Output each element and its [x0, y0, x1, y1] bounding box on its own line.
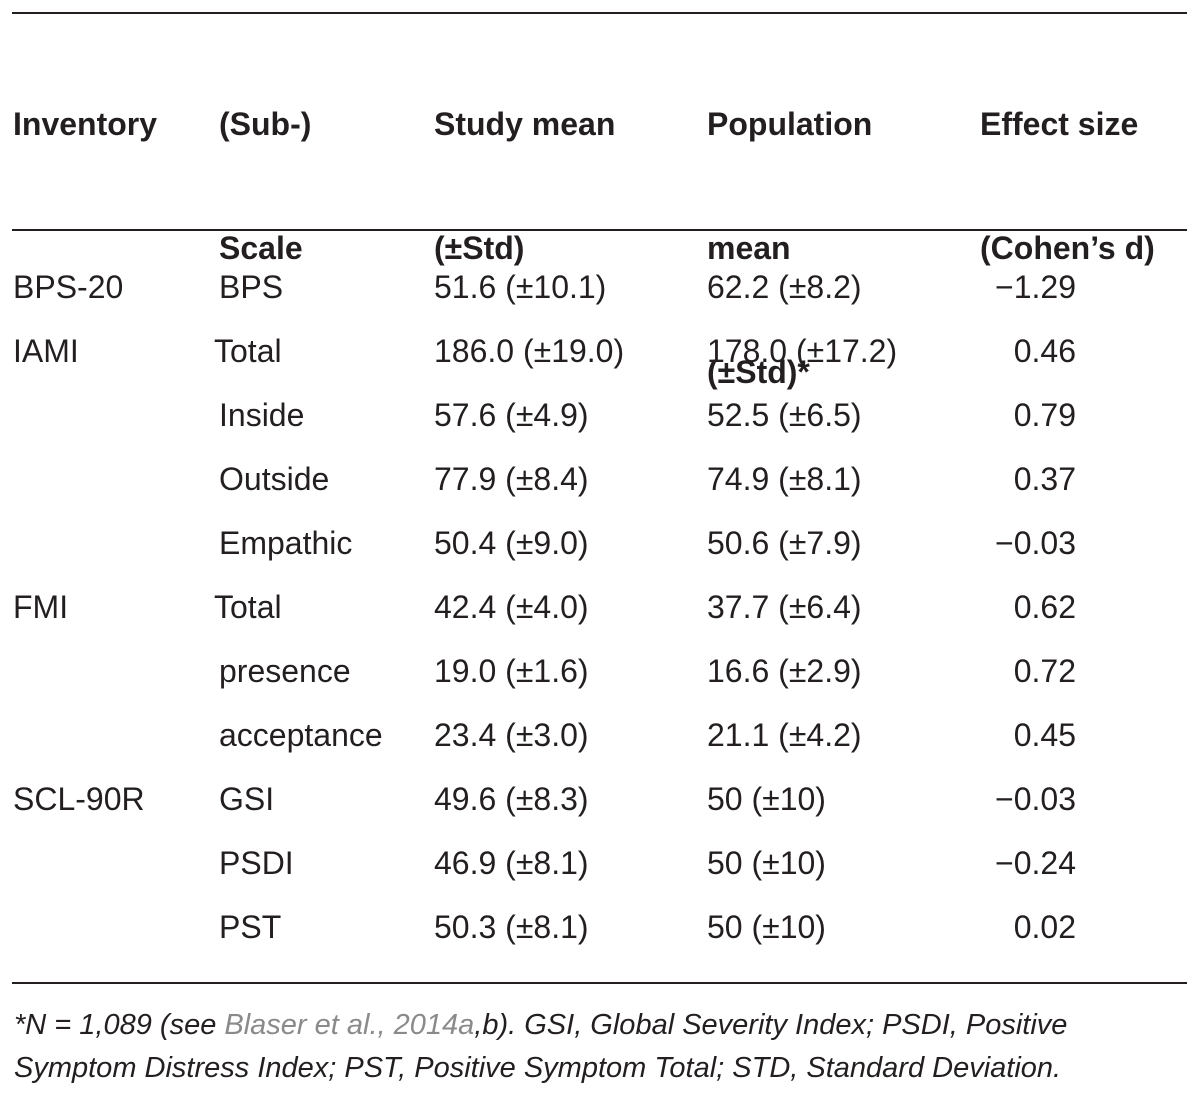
table-header-rule	[12, 229, 1187, 231]
cell-population-mean: 50.6 (±7.9)	[707, 525, 862, 561]
cell-scale: presence	[219, 653, 351, 689]
cell-effect-size: −1.29	[995, 269, 1076, 305]
cell-study-mean: 50.4 (±9.0)	[434, 525, 589, 561]
cell-study-mean: 51.6 (±10.1)	[434, 269, 607, 305]
cell-study-mean: 46.9 (±8.1)	[434, 845, 589, 881]
cell-effect-size: 0.45	[1013, 717, 1076, 753]
cell-population-mean: 178.0 (±17.2)	[707, 333, 898, 369]
cell-study-mean: 49.6 (±8.3)	[434, 781, 589, 817]
cell-population-mean: 74.9 (±8.1)	[707, 461, 862, 497]
cell-study-mean: 19.0 (±1.6)	[434, 653, 589, 689]
header-scale: (Sub-) Scale	[219, 106, 312, 266]
cell-population-mean: 62.2 (±8.2)	[707, 269, 862, 305]
cell-population-mean: 50 (±10)	[707, 909, 826, 945]
cell-effect-size: 0.79	[1013, 397, 1076, 433]
footnote-prefix: *N = 1,089 (see	[14, 1009, 225, 1041]
cell-study-mean: 186.0 (±19.0)	[434, 333, 625, 369]
cell-population-mean: 52.5 (±6.5)	[707, 397, 862, 433]
cell-population-mean: 37.7 (±6.4)	[707, 589, 862, 625]
table-bottom-rule	[12, 982, 1187, 984]
cell-effect-size: −0.03	[995, 525, 1076, 561]
cell-study-mean: 23.4 (±3.0)	[434, 717, 589, 753]
cell-study-mean: 57.6 (±4.9)	[434, 397, 589, 433]
cell-scale: Outside	[219, 461, 330, 497]
cell-scale: PSDI	[219, 845, 294, 881]
cell-population-mean: 50 (±10)	[707, 845, 826, 881]
cell-inventory: IAMI	[13, 333, 79, 369]
cell-study-mean: 50.3 (±8.1)	[434, 909, 589, 945]
cell-effect-size: −0.03	[995, 781, 1076, 817]
cell-scale: Inside	[219, 397, 305, 433]
cell-scale: Total	[214, 589, 282, 625]
cell-effect-size: 0.72	[1013, 653, 1076, 689]
cell-population-mean: 50 (±10)	[707, 781, 826, 817]
cell-inventory: SCL-90R	[13, 781, 145, 817]
header-inventory: Inventory	[13, 106, 158, 142]
footnote-citation-suffix: ,b	[474, 1009, 499, 1041]
cell-inventory: FMI	[13, 589, 69, 625]
cell-study-mean: 42.4 (±4.0)	[434, 589, 589, 625]
table-footnote: *N = 1,089 (see Blaser et al., 2014a,b).…	[14, 1004, 1194, 1090]
cell-scale: Total	[214, 333, 282, 369]
cell-scale: GSI	[219, 781, 275, 817]
cell-population-mean: 16.6 (±2.9)	[707, 653, 862, 689]
cell-study-mean: 77.9 (±8.4)	[434, 461, 589, 497]
cell-scale: Empathic	[219, 525, 353, 561]
header-effect-size: Effect size (Cohen’s d)	[980, 106, 1155, 266]
cell-effect-size: −0.24	[995, 845, 1076, 881]
cell-inventory: BPS-20	[13, 269, 124, 305]
cell-population-mean: 21.1 (±4.2)	[707, 717, 862, 753]
cell-effect-size: 0.37	[1013, 461, 1076, 497]
header-study-mean: Study mean (±Std)	[434, 106, 616, 266]
table-top-rule	[12, 12, 1187, 14]
cell-effect-size: 0.02	[1013, 909, 1076, 945]
footnote-rest: ). GSI, Global Severity Index; PSDI, Pos…	[14, 1009, 1068, 1084]
cell-scale: BPS	[219, 269, 284, 305]
cell-scale: acceptance	[219, 717, 383, 753]
cell-effect-size: 0.62	[1013, 589, 1076, 625]
header-population-mean: Population mean (±Std)*	[707, 106, 873, 390]
cell-effect-size: 0.46	[1013, 333, 1076, 369]
cell-scale: PST	[219, 909, 282, 945]
footnote-citation-link[interactable]: Blaser et al., 2014a	[224, 1009, 475, 1041]
